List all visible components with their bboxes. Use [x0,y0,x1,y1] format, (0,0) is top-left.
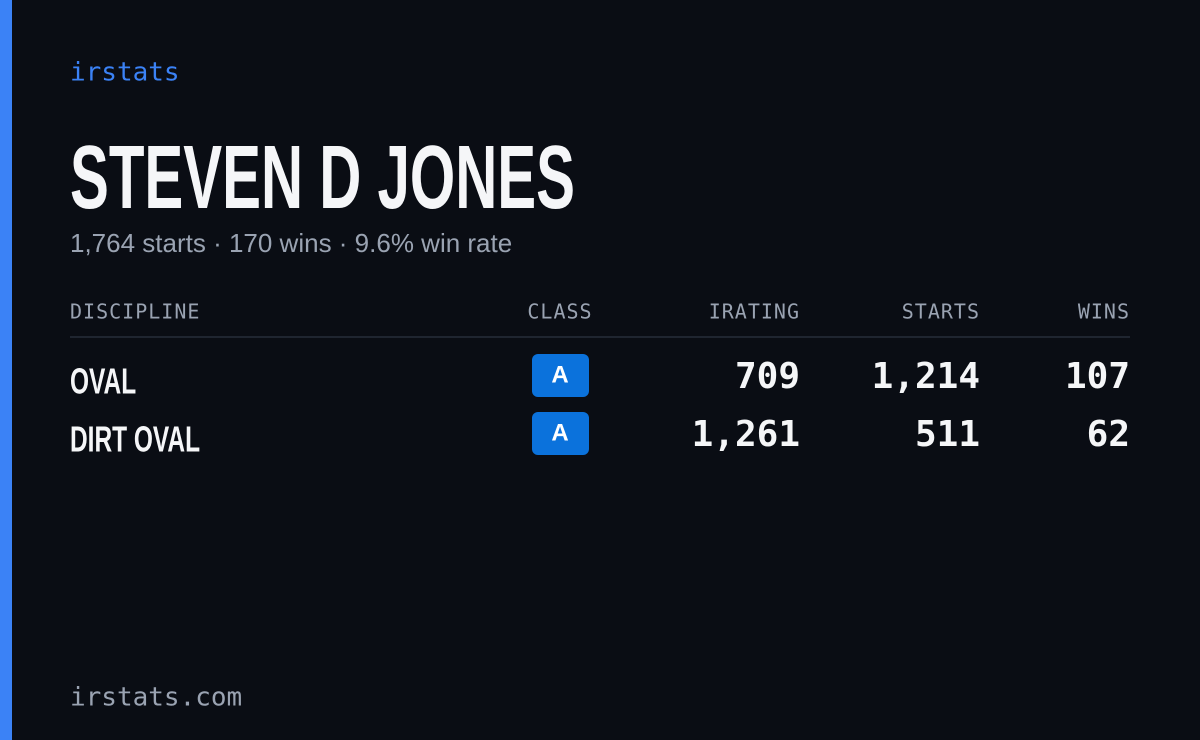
discipline-name: DIRT OVAL [70,419,200,460]
discipline-name: OVAL [70,361,136,402]
class-label: A [551,361,568,388]
column-header: DISCIPLINE [70,300,200,324]
discipline-cell: OVAL [70,361,136,402]
column-header: CLASS [527,300,592,324]
stat-value: 511 [915,414,980,455]
stat-value: 1,214 [872,356,980,397]
class-badge [532,354,589,397]
stat-value: 1,261 [692,414,800,455]
stat-value: 709 [735,356,800,397]
column-header: IRATING [709,300,800,324]
class-badge [532,412,589,455]
stat-value: 107 [1065,356,1130,397]
accent-bar [0,0,12,740]
driver-name: STEVEN D JONES [70,128,575,228]
driver-summary: 1,764 starts · 170 wins · 9.6% win rate [70,228,512,258]
brand[interactable]: irstats [70,58,180,88]
column-header: WINS [1078,300,1130,324]
class-label: A [551,419,568,446]
footer-link[interactable]: irstats.com [70,683,242,713]
column-header: STARTS [902,300,980,324]
stat-value: 62 [1087,414,1130,455]
discipline-cell: DIRT OVAL [70,419,200,460]
